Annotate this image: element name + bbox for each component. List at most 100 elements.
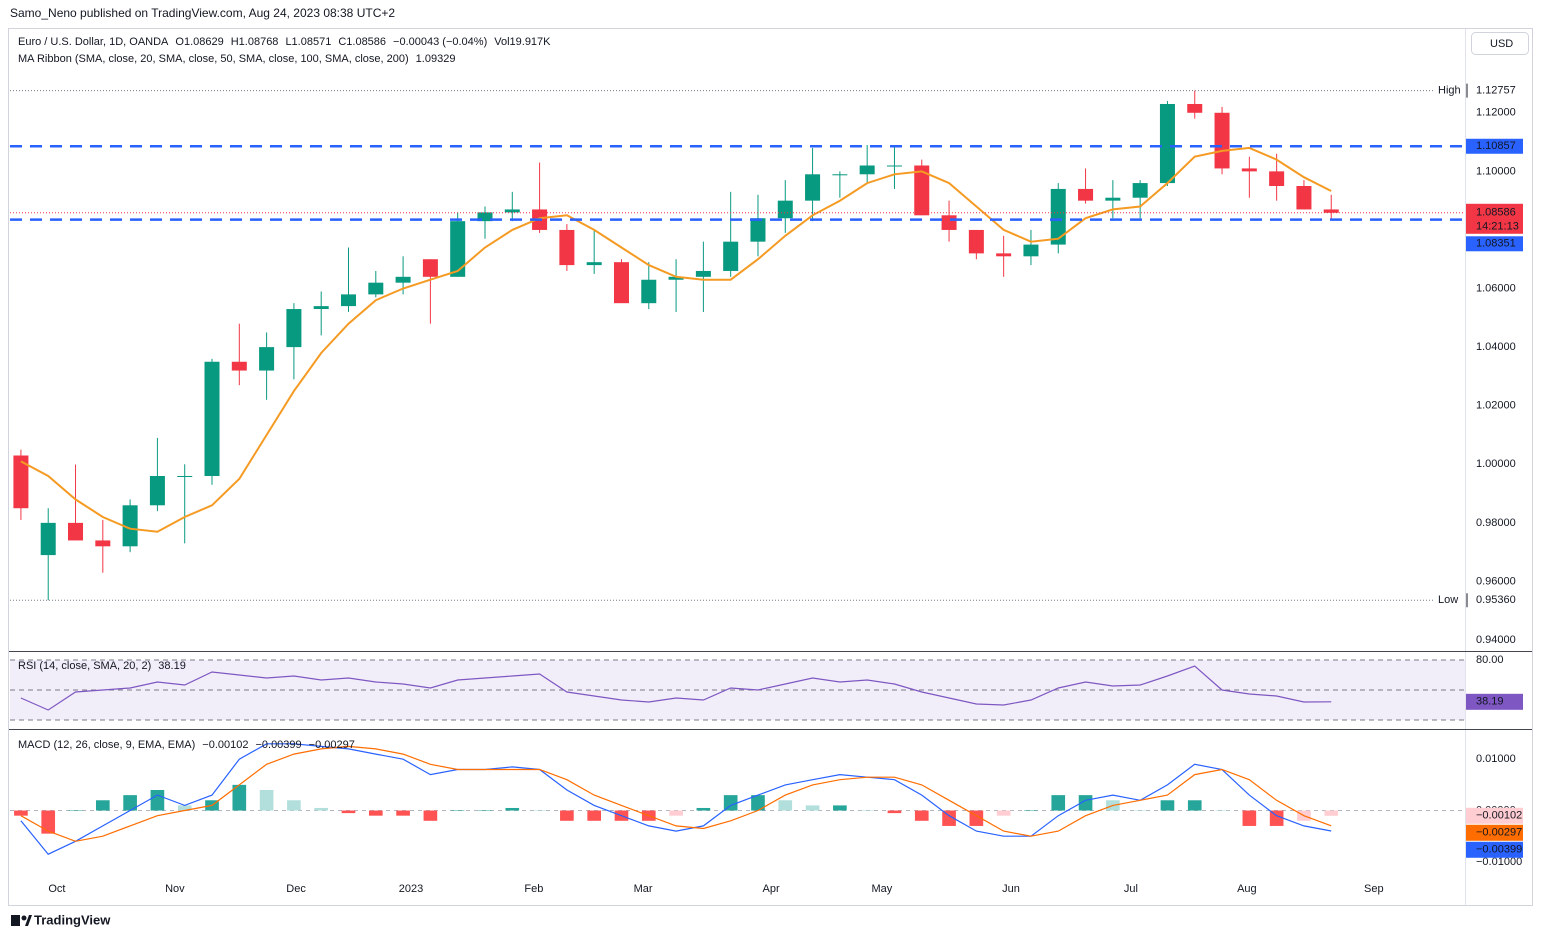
axis-price-tag xyxy=(1466,693,1523,710)
axis-price-text: 38.19 xyxy=(1476,696,1504,708)
candle-body xyxy=(368,282,384,295)
candle-body xyxy=(723,241,739,271)
last-price-tag xyxy=(1466,203,1523,234)
candle-body xyxy=(1132,183,1148,198)
indicator-title: MA Ribbon (SMA, close, 20, SMA, close, 5… xyxy=(18,53,409,65)
candle-body xyxy=(1078,188,1094,201)
candle-body xyxy=(1323,209,1339,213)
y-tick-label: 1.06000 xyxy=(1476,282,1516,294)
y-tick-label: 0.96000 xyxy=(1476,575,1516,587)
axis-price-text: −0.00102 xyxy=(1476,810,1522,822)
candle-body xyxy=(832,174,848,176)
histogram-bar xyxy=(1324,810,1339,816)
axis-price-tag xyxy=(1466,824,1523,841)
histogram-bar xyxy=(341,810,356,814)
candle-body xyxy=(95,540,111,547)
histogram-bar xyxy=(669,810,683,816)
y-tick-label: 1.12000 xyxy=(1476,107,1516,119)
candle-body xyxy=(395,276,411,283)
candle-body xyxy=(1105,197,1121,201)
histogram-bar xyxy=(696,807,711,811)
x-tick-label: Aug xyxy=(1237,883,1257,895)
candle-body xyxy=(231,361,247,371)
y-tick-label: 1.04000 xyxy=(1476,341,1516,353)
x-tick-label: 2023 xyxy=(399,883,423,895)
ohlc-value: H1.08768 xyxy=(231,36,279,48)
y-tick-label: 0.98000 xyxy=(1476,517,1516,529)
histogram-bar xyxy=(314,807,329,811)
x-tick-label: Jul xyxy=(1124,883,1138,895)
currency-button[interactable] xyxy=(1471,32,1529,55)
histogram-bar xyxy=(95,800,110,811)
candle-body xyxy=(805,174,821,201)
indicator-line xyxy=(20,665,1332,711)
histogram-bar xyxy=(14,810,28,816)
y-tick-label: 0.01000 xyxy=(1476,753,1516,765)
axis-price-tag xyxy=(1466,807,1523,824)
histogram-bar xyxy=(587,810,602,821)
candle-body xyxy=(68,522,84,541)
x-tick-label: Dec xyxy=(286,883,306,895)
extreme-name: High xyxy=(1438,85,1461,97)
ohlc-value: O1.08629 xyxy=(175,36,223,48)
histogram-bar xyxy=(423,810,438,821)
histogram-bar xyxy=(177,805,192,811)
symbol-title: Euro / U.S. Dollar, 1D, OANDA xyxy=(18,36,169,48)
histogram-bar xyxy=(41,810,56,834)
candle-body xyxy=(777,200,793,219)
candle-body xyxy=(1214,112,1230,169)
logo: TradingView xyxy=(11,912,111,927)
candle-body xyxy=(1023,244,1039,257)
histogram-bar xyxy=(150,789,165,811)
extreme-tag-bg xyxy=(1434,82,1465,99)
candle-body xyxy=(177,476,193,478)
histogram-bar xyxy=(1242,810,1257,826)
candle-body xyxy=(259,347,275,371)
extreme-value-bg xyxy=(1468,592,1523,609)
histogram-bar xyxy=(505,807,520,811)
histogram-bar xyxy=(478,810,492,812)
candle-body xyxy=(968,229,984,254)
candle-body xyxy=(13,455,29,509)
candle-body xyxy=(477,212,493,222)
histogram-bar xyxy=(723,795,738,811)
axis-price-tag xyxy=(1466,138,1523,154)
extreme-value: 0.95360 xyxy=(1476,594,1516,606)
histogram-bar xyxy=(1187,800,1202,811)
histogram-bar xyxy=(560,810,574,821)
indicator-line xyxy=(20,743,1332,855)
candle-body xyxy=(559,229,575,266)
footer-brand: TradingView xyxy=(34,912,111,927)
countdown: 14:21:13 xyxy=(1476,221,1519,233)
histogram-bar xyxy=(887,810,902,814)
candle-body xyxy=(695,270,711,277)
histogram-bar xyxy=(1024,810,1038,812)
candle-body xyxy=(941,215,957,230)
indicator-value: 1.09329 xyxy=(416,53,456,65)
histogram-bar xyxy=(123,795,137,811)
legend-value: −0.00297 xyxy=(309,739,355,751)
histogram-bar xyxy=(833,805,847,811)
extreme-name: Low xyxy=(1438,594,1458,606)
indicator-line xyxy=(20,745,1332,842)
y-tick-label: 80.00 xyxy=(1476,654,1504,666)
histogram-bar xyxy=(68,810,83,812)
logo-mark xyxy=(25,915,32,926)
candle-body xyxy=(1269,171,1285,187)
candle-body xyxy=(422,259,438,277)
x-tick-label: Apr xyxy=(763,883,780,895)
histogram-bar xyxy=(996,810,1011,816)
histogram-bar xyxy=(396,810,410,816)
x-tick-label: Mar xyxy=(634,883,653,895)
last-price-text: 1.08586 xyxy=(1476,207,1516,219)
y-tick-label: 1.00000 xyxy=(1476,458,1516,470)
y-tick-label: 0.94000 xyxy=(1476,634,1516,646)
candle-body xyxy=(1241,168,1257,172)
histogram-bar xyxy=(1078,795,1093,811)
currency-label: USD xyxy=(1490,38,1513,50)
legend-value: 38.19 xyxy=(158,660,186,672)
histogram-bar xyxy=(942,810,956,826)
axis-price-text: 1.08351 xyxy=(1476,238,1516,250)
ohlc-value: −0.00043 (−0.04%) xyxy=(393,36,487,48)
